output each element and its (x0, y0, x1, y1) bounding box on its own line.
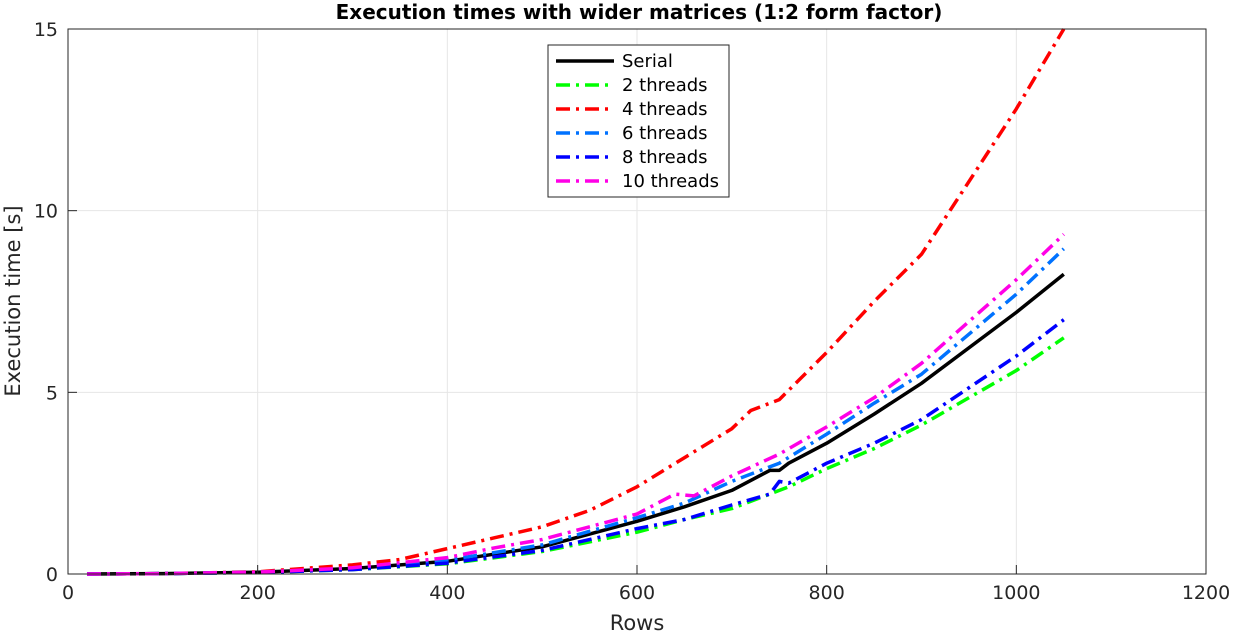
series-group (86, 28, 1066, 576)
ticks: 0 200 400 600 800 1000 1200 0 5 10 15 (34, 19, 1230, 604)
series-line-10-threads (86, 233, 1066, 576)
legend-label: 4 threads (622, 99, 708, 120)
x-tick-label: 800 (809, 582, 845, 604)
y-tick-label: 15 (34, 19, 58, 41)
legend-label: 6 threads (622, 123, 708, 144)
x-tick-label: 200 (240, 582, 276, 604)
legend-label: Serial (622, 51, 673, 72)
x-tick-label: 0 (62, 582, 74, 604)
chart-title: Execution times with wider matrices (1:2… (336, 0, 943, 24)
legend: Serial 2 threads 4 threads 6 threads 8 threa… (547, 44, 730, 198)
y-tick-label: 5 (46, 382, 58, 404)
y-axis-label: Execution time [s] (1, 205, 25, 396)
series-line-4-threads (86, 28, 1066, 576)
y-tick-label: 0 (46, 564, 58, 586)
x-axis-label: Rows (610, 611, 665, 634)
legend-label: 2 threads (622, 75, 708, 96)
x-tick-label: 400 (429, 582, 465, 604)
legend-box (547, 44, 730, 198)
legend-label: 8 threads (622, 147, 708, 168)
x-tick-label: 1000 (992, 582, 1040, 604)
x-tick-label: 1200 (1182, 582, 1230, 604)
legend-label: 10 threads (622, 171, 719, 192)
y-tick-label: 10 (34, 201, 58, 223)
x-tick-label: 600 (619, 582, 655, 604)
